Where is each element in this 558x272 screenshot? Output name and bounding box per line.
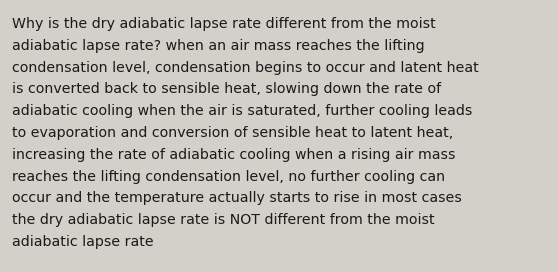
Text: to evaporation and conversion of sensible heat to latent heat,: to evaporation and conversion of sensibl… [12, 126, 453, 140]
Text: reaches the lifting condensation level, no further cooling can: reaches the lifting condensation level, … [12, 170, 445, 184]
Text: the dry adiabatic lapse rate is NOT different from the moist: the dry adiabatic lapse rate is NOT diff… [12, 213, 435, 227]
Text: condensation level, condensation begins to occur and latent heat: condensation level, condensation begins … [12, 61, 479, 75]
Text: Why is the dry adiabatic lapse rate different from the moist: Why is the dry adiabatic lapse rate diff… [12, 17, 436, 31]
Text: is converted back to sensible heat, slowing down the rate of: is converted back to sensible heat, slow… [12, 82, 441, 96]
Text: occur and the temperature actually starts to rise in most cases: occur and the temperature actually start… [12, 191, 462, 205]
Text: adiabatic cooling when the air is saturated, further cooling leads: adiabatic cooling when the air is satura… [12, 104, 473, 118]
Text: increasing the rate of adiabatic cooling when a rising air mass: increasing the rate of adiabatic cooling… [12, 148, 455, 162]
Text: adiabatic lapse rate: adiabatic lapse rate [12, 235, 153, 249]
Text: adiabatic lapse rate? when an air mass reaches the lifting: adiabatic lapse rate? when an air mass r… [12, 39, 425, 53]
